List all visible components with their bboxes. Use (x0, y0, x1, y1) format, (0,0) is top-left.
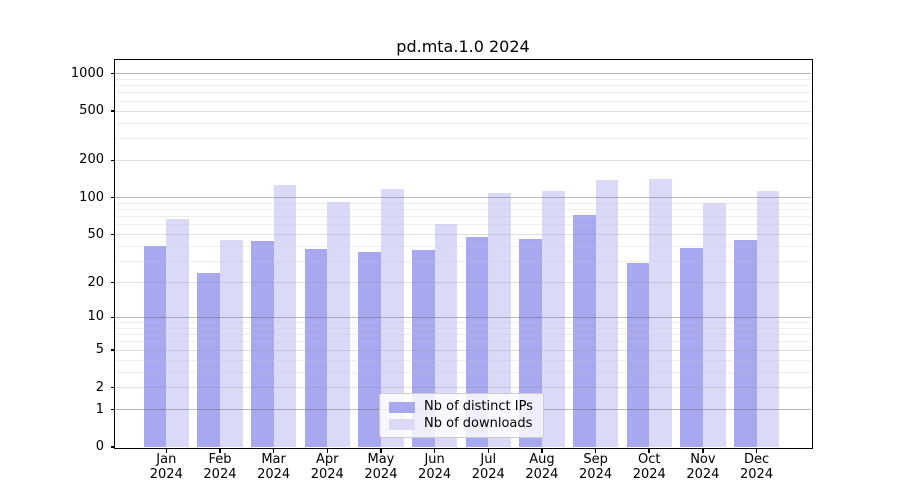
bar-downloads-jul (488, 193, 511, 447)
gridline-y-200 (115, 159, 811, 161)
y-axis-tick-200 (110, 159, 115, 162)
x-axis-tick-feb (219, 448, 221, 453)
gridline-y-500 (115, 110, 811, 112)
x-axis-tick-jun (433, 448, 436, 453)
x-axis-tick-label-aug: Aug 2024 (525, 452, 559, 482)
y-axis-tick-label-500: 500 (79, 103, 104, 119)
x-axis-tick-label-apr: Apr 2024 (310, 452, 344, 482)
x-axis-tick-label-jun: Jun 2024 (418, 452, 452, 482)
gridline-y-100 (115, 197, 811, 199)
x-axis-tick-mar (272, 448, 275, 453)
x-axis-tick-label-feb: Feb 2024 (203, 452, 237, 482)
y-axis-tick-2 (110, 386, 115, 389)
bar-downloads-oct (649, 178, 672, 447)
y-axis-tick-label-5: 5 (95, 342, 104, 358)
legend-label-downloads: Nb of downloads (424, 416, 533, 431)
bar-downloads-may (380, 189, 404, 447)
gridline-y-800 (115, 85, 811, 87)
bar-distinct-ips-oct (626, 263, 650, 447)
legend-swatch-0 (389, 401, 415, 413)
y-axis-tick-label-10: 10 (87, 309, 104, 325)
y-axis-tick-label-1: 1 (95, 401, 104, 417)
bar-distinct-ips-apr (304, 249, 328, 447)
x-axis-tick-may (380, 448, 382, 453)
bar-downloads-feb (219, 240, 243, 447)
bar-downloads-nov (702, 203, 726, 447)
bar-downloads-mar (273, 184, 297, 447)
bar-distinct-ips-jan (143, 246, 167, 447)
y-axis-tick-1 (110, 408, 115, 411)
x-axis-tick-label-may: May 2024 (364, 452, 398, 482)
bar-distinct-ips-dec (733, 240, 757, 447)
y-axis-tick-1000 (110, 72, 115, 75)
x-axis-tick-sep (594, 448, 597, 453)
bar-distinct-ips-mar (250, 241, 274, 447)
y-axis-tick-50 (110, 233, 115, 236)
x-axis-tick-label-mar: Mar 2024 (257, 452, 291, 482)
y-axis-tick-100 (110, 196, 115, 199)
x-axis-tick-jan (165, 448, 168, 453)
y-axis-tick-label-1000: 1000 (70, 65, 104, 81)
x-axis-tick-aug (541, 448, 543, 453)
bar-distinct-ips-nov (680, 247, 703, 447)
x-axis-tick-label-sep: Sep 2024 (579, 452, 613, 482)
y-axis-tick-10 (110, 316, 115, 319)
gridline-y-600 (115, 100, 811, 102)
y-axis-tick-label-0: 0 (95, 439, 104, 454)
y-axis-tick-label-50: 50 (87, 226, 104, 242)
x-axis-tick-label-jan: Jan 2024 (149, 452, 183, 482)
gridline-y-900 (115, 78, 811, 80)
y-axis-tick-label-20: 20 (87, 274, 104, 290)
x-axis-tick-dec (755, 448, 758, 453)
x-axis-tick-jul (487, 448, 489, 453)
gridline-y-1000 (115, 73, 811, 75)
x-axis-tick-apr (326, 448, 329, 453)
y-axis-tick-0 (110, 446, 115, 448)
bar-downloads-jan (166, 219, 189, 447)
bar-distinct-ips-feb (197, 273, 220, 447)
y-axis-tick-20 (110, 281, 115, 284)
x-axis-tick-label-dec: Dec 2024 (740, 452, 774, 482)
bar-downloads-sep (595, 180, 619, 447)
bar-distinct-ips-may (358, 251, 381, 447)
y-axis-tick-label-200: 200 (79, 152, 104, 168)
y-axis-tick-label-2: 2 (95, 379, 104, 395)
bar-distinct-ips-sep (572, 215, 596, 447)
legend-row-downloads: Nb of downloads (389, 416, 533, 432)
x-axis-tick-label-oct: Oct 2024 (632, 452, 666, 482)
y-axis-tick-500 (110, 110, 115, 112)
plot-area (115, 60, 811, 447)
x-axis-tick-label-nov: Nov 2024 (686, 452, 720, 482)
gridline-y-400 (115, 122, 811, 124)
x-axis-tick-oct (648, 448, 650, 453)
bar-downloads-jun (434, 224, 458, 447)
x-axis-tick-nov (702, 448, 704, 453)
gridline-y-300 (115, 138, 811, 140)
y-axis-tick-5 (110, 349, 115, 351)
legend-label-distinct-ips: Nb of distinct IPs (424, 399, 533, 414)
legend-swatch-1 (389, 418, 415, 430)
x-axis-tick-label-jul: Jul 2024 (471, 452, 505, 482)
bar-downloads-dec (756, 190, 780, 447)
gridline-y-700 (115, 92, 811, 94)
bar-downloads-aug (541, 191, 565, 447)
chart-title: pd.mta.1.0 2024 (396, 37, 530, 56)
legend: Nb of distinct IPs Nb of downloads (379, 393, 544, 438)
legend-row-distinct-ips: Nb of distinct IPs (389, 399, 533, 415)
bar-downloads-apr (327, 202, 350, 447)
y-axis-tick-label-100: 100 (79, 189, 104, 205)
